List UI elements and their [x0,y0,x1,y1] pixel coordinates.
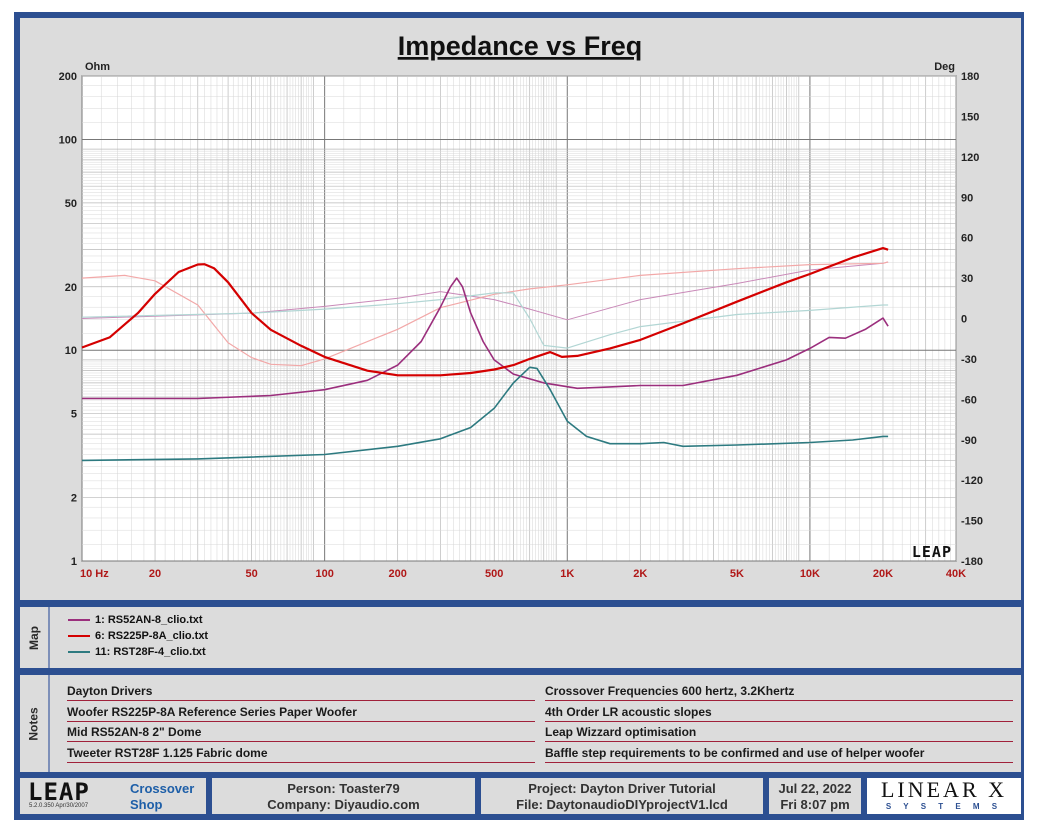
map-panel [20,607,1021,668]
note-line: Mid RS52AN-8 2" Dome [67,725,535,742]
series-line [81,261,889,321]
y-tick-label: 5 [71,409,77,421]
time-text: Fri 8:07 pm [780,797,850,812]
y2-tick-label: -150 [961,516,983,528]
linearx-logo: LINEAR X [880,777,1008,802]
legend-swatch [68,651,90,653]
note-line: Leap Wizzard optimisation [545,725,1013,742]
series-lines [81,247,889,462]
map-legend-item: 1: RS52AN-8_clio.txt [68,614,203,626]
x-tick-label: 40K [946,568,966,580]
y2-tick-label: 90 [961,192,973,204]
y2-tick-label: 60 [961,233,973,245]
y2-tick-label: -180 [961,556,983,568]
left-axis-unit: Ohm [85,61,110,73]
note-line: Tweeter RST28F 1.125 Fabric dome [67,746,535,763]
leap-watermark: LEAP [912,543,952,561]
grid [81,75,957,562]
notes-side-label: Notes [27,706,41,741]
series-line [81,247,889,377]
legend-swatch [68,635,90,637]
series-line [81,261,889,367]
leap-logo: LEAP [28,778,90,806]
x-tick-label: 2K [633,568,647,580]
leap-product-box: LEAP 5.2.0.350 Apr/30/2007 Crossover Sho… [20,778,206,814]
notes-panel [20,675,1021,772]
y-tick-label: 20 [65,282,77,294]
x-tick-label: 20K [873,568,893,580]
y2-tick-label: 30 [961,273,973,285]
note-line: Woofer RS225P-8A Reference Series Paper … [67,705,535,722]
product-name-line1: Crossover [130,781,195,796]
x-tick-label: 500 [485,568,503,580]
x-tick-label: 100 [315,568,333,580]
x-tick-label: 10K [800,568,820,580]
series-line [81,292,889,349]
x-tick-label: 50 [245,568,257,580]
product-name-line2: Shop [130,797,163,812]
map-divider [48,607,50,668]
person-text: Person: Toaster79 [287,781,400,796]
y-tick-label: 10 [65,345,77,357]
note-line: Crossover Frequencies 600 hertz, 3.2Kher… [545,684,1013,701]
project-box: Project: Dayton Driver Tutorial File: Da… [481,778,763,814]
map-legend-item: 11: RST28F-4_clio.txt [68,646,206,658]
person-box: Person: Toaster79 Company: Diyaudio.com [212,778,475,814]
impedance-chart: Impedance vs Freq Ohm Deg 10 Hz 20 50 100 20… [59,31,983,580]
linearx-subtitle: S Y S T E M S [885,802,1003,811]
axis-labels: 10 Hz 20 50 100 200 500 1K 2K 5K 10K 20K 40K2001005… [59,71,983,580]
x-tick-label: 1K [560,568,574,580]
map-side-label: Map [27,625,41,650]
y2-tick-label: 120 [961,152,979,164]
company-text: Company: Diyaudio.com [267,797,420,812]
y-tick-label: 50 [65,198,77,210]
y2-tick-label: -120 [961,475,983,487]
y2-tick-label: 0 [961,314,967,326]
y-tick-label: 2 [71,493,77,505]
y-tick-label: 1 [71,556,77,568]
linearx-logo-box: LINEAR X S Y S T E M S [867,778,1021,814]
leap-version: 5.2.0.350 Apr/30/2007 [29,803,89,809]
chart-title: Impedance vs Freq [398,31,643,61]
legend-label: 1: RS52AN-8_clio.txt [95,614,203,626]
legend-label: 6: RS225P-8A_clio.txt [95,630,209,642]
project-text: Project: Dayton Driver Tutorial [528,781,716,796]
x-tick-label: 5K [730,568,744,580]
file-text: File: DaytonaudioDIYprojectV1.lcd [516,797,728,812]
y2-tick-label: 180 [961,71,979,83]
x-tick-label: 200 [389,568,407,580]
y2-tick-label: -90 [961,435,977,447]
notes-divider [48,675,50,772]
map-legend-item: 6: RS225P-8A_clio.txt [68,630,208,642]
x-tick-label: 20 [149,568,161,580]
note-line: 4th Order LR acoustic slopes [545,705,1013,722]
y2-tick-label: -30 [961,354,977,366]
y-tick-label: 100 [59,134,77,146]
x-tick-label: 10 Hz [80,568,109,580]
note-line: Baffle step requirements to be confirmed… [545,746,1013,763]
legend-label: 11: RST28F-4_clio.txt [95,646,206,658]
chart-panel: Impedance vs Freq Ohm Deg 10 Hz 20 50 100 20… [20,18,1021,600]
y-tick-label: 200 [59,71,77,83]
series-line [81,366,889,462]
right-axis-unit: Deg [934,61,955,73]
y2-tick-label: -60 [961,394,977,406]
datetime-box: Jul 22, 2022 Fri 8:07 pm [769,778,861,814]
note-line: Dayton Drivers [67,684,535,701]
legend-swatch [68,619,90,621]
y2-tick-label: 150 [961,111,979,123]
date-text: Jul 22, 2022 [778,781,852,796]
